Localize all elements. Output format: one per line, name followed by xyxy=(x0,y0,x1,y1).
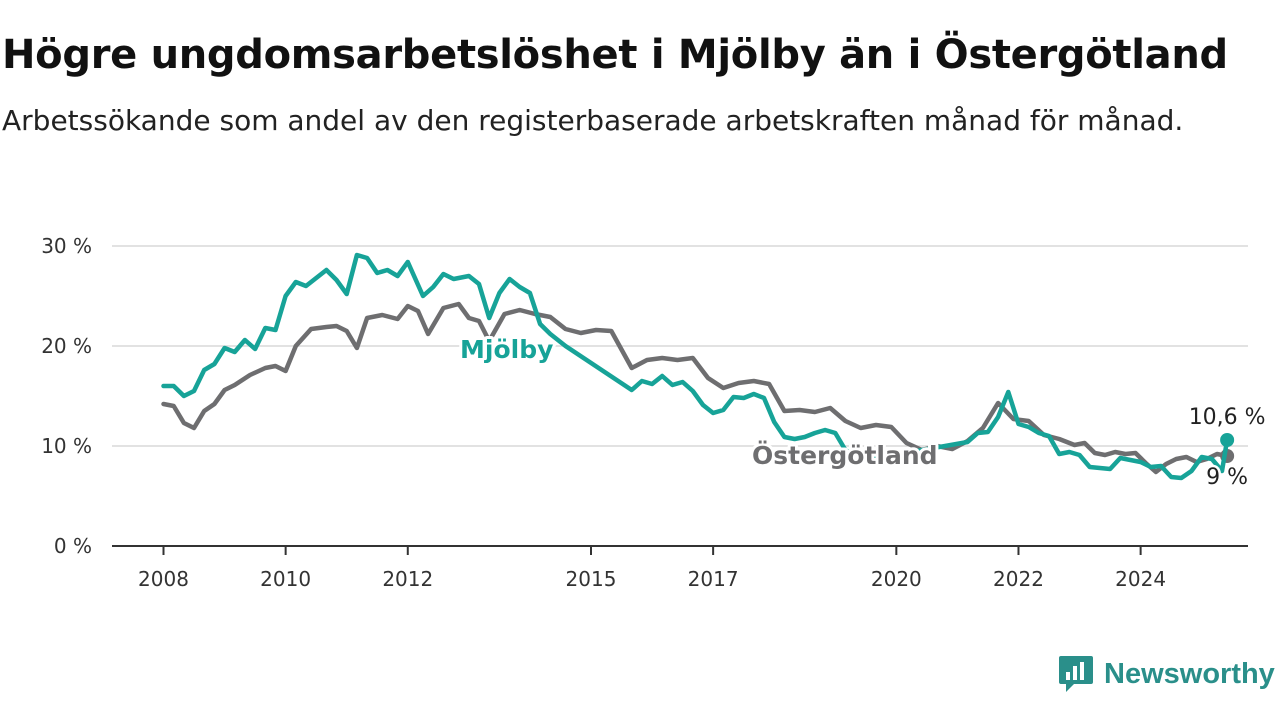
x-tick-label: 2008 xyxy=(138,567,189,591)
series-end-point xyxy=(1220,433,1235,447)
x-tick-label: 2020 xyxy=(871,567,922,591)
x-tick-label: 2024 xyxy=(1115,567,1166,591)
series-line xyxy=(161,252,1230,481)
series-end-label: 9 % xyxy=(1206,465,1248,490)
series-label: Mjölby xyxy=(460,335,553,364)
series-label: Östergötland xyxy=(752,440,938,470)
x-tick-label: 2022 xyxy=(993,567,1044,591)
y-tick-label: 0 % xyxy=(54,534,92,558)
x-tick-label: 2010 xyxy=(260,567,311,591)
x-tick-label: 2015 xyxy=(566,567,617,591)
x-tick-label: 2012 xyxy=(382,567,433,591)
series-line xyxy=(161,301,1230,475)
y-tick-label: 10 % xyxy=(41,434,92,458)
series-labels: Mjölby Östergötland 10,6 % 9 % xyxy=(457,332,1268,493)
gridlines xyxy=(112,245,1248,447)
y-tick-label: 30 % xyxy=(41,234,92,258)
x-axis: 2008 2010 2012 2015 2017 2020 2022 2024 xyxy=(112,545,1248,591)
series-lines xyxy=(161,252,1235,481)
newsworthy-logo: Newsworthy xyxy=(1058,654,1275,694)
chart-title: Högre ungdomsarbetslöshet i Mjölby än i … xyxy=(2,32,1228,78)
y-tick-label: 20 % xyxy=(41,334,92,358)
x-tick-label: 2017 xyxy=(688,567,739,591)
logo-text: Newsworthy xyxy=(1104,657,1275,690)
chart-subtitle: Arbetssökande som andel av den registerb… xyxy=(2,104,1184,137)
y-axis-ticks: 0 % 10 % 20 % 30 % xyxy=(41,234,92,558)
series-end-label: 10,6 % xyxy=(1189,405,1266,430)
newsworthy-chart-icon xyxy=(1059,656,1093,692)
